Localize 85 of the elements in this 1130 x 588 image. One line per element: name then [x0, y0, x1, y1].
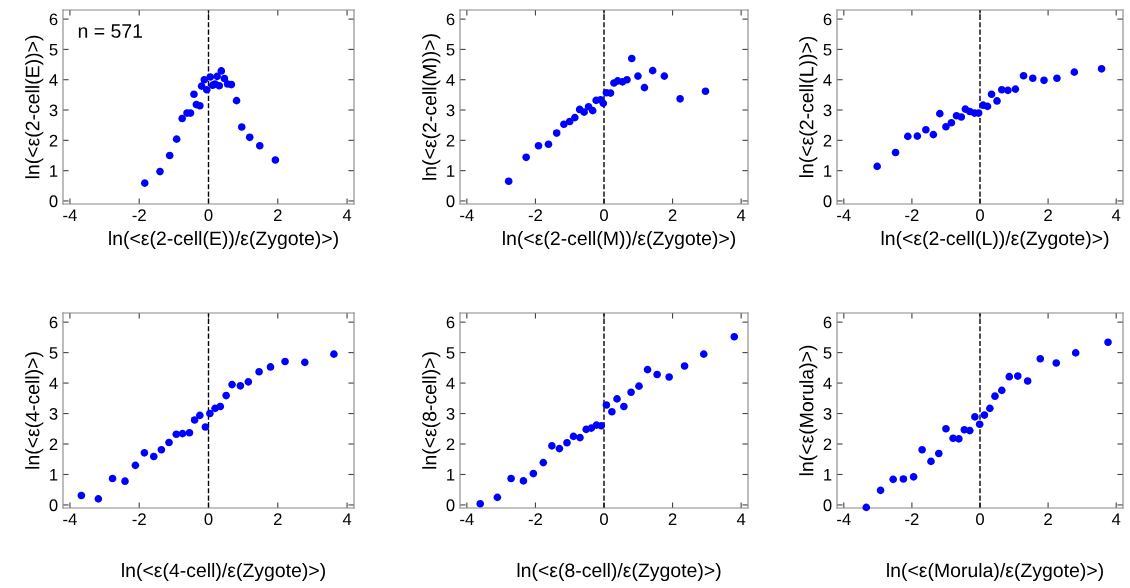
y-tick-label: 1 — [447, 165, 455, 177]
y-tick-label: 2 — [823, 438, 832, 451]
x-tick-label: 2 — [668, 209, 677, 221]
y-tick-label: 0 — [446, 195, 455, 208]
y-tick-label: 0 — [49, 195, 58, 208]
y-axis-title: ln(<ε(2-cell(M))>) — [422, 34, 441, 180]
x-axis-title: ln(<ε(8-cell)/ε(Zygote)>) — [517, 562, 721, 582]
x-axis-title: ln(<ε(2-cell(L))/ε(Zygote)>) — [881, 230, 1109, 250]
y-tick-label: 6 — [49, 13, 58, 26]
x-tick-label: 4 — [736, 513, 746, 525]
x-tick-label: 2 — [273, 513, 282, 525]
y-tick-label: 2 — [446, 134, 455, 147]
y-axis-title: ln(<ε(4-cell)>) — [25, 352, 44, 469]
y-tick-label: 2 — [823, 134, 832, 147]
y-tick-label: 5 — [446, 347, 455, 359]
x-axis-title: ln(<ε(2-cell(E))/ε(Zygote)>) — [109, 230, 338, 250]
y-tick-label: 4 — [446, 377, 455, 390]
y-tick-label: 6 — [49, 316, 58, 329]
y-tick-label: 3 — [823, 104, 832, 117]
y-tick-label: 2 — [49, 438, 58, 451]
y-tick-label: 1 — [50, 469, 58, 481]
x-tick-label: -4 — [63, 209, 77, 221]
y-tick-label: 4 — [49, 74, 58, 86]
x-tick-label: 4 — [342, 513, 352, 525]
x-tick-label: -4 — [460, 209, 474, 221]
y-tick-label: 0 — [823, 195, 832, 208]
x-tick-label: 4 — [1111, 513, 1121, 525]
x-tick-label: -2 — [528, 209, 542, 221]
y-tick-label: 1 — [824, 165, 832, 177]
x-axis-title: ln(<ε(2-cell(M))/ε(Zygote)>) — [503, 230, 736, 250]
y-tick-label: 4 — [446, 74, 455, 86]
x-tick-label: 4 — [736, 209, 746, 221]
y-tick-label: 1 — [50, 165, 58, 177]
x-tick-label: -4 — [837, 513, 851, 525]
x-tick-label: -4 — [460, 513, 474, 525]
y-tick-label: 5 — [823, 43, 832, 56]
x-tick-label: 0 — [204, 513, 213, 526]
y-tick-label: 0 — [446, 499, 455, 512]
x-tick-label: -4 — [837, 209, 851, 221]
y-tick-label: 3 — [49, 407, 58, 420]
y-tick-label: 3 — [823, 407, 832, 420]
y-tick-label: 1 — [447, 469, 455, 481]
x-tick-label: -2 — [905, 209, 919, 221]
y-tick-label: 3 — [446, 104, 455, 117]
x-tick-label: 4 — [342, 209, 352, 221]
x-axis-title: ln(<ε(4-cell)/ε(Zygote)>) — [122, 562, 325, 582]
y-tick-label: 5 — [446, 43, 455, 56]
y-tick-label: 5 — [823, 347, 832, 359]
y-axis-title: ln(<ε(2-cell(L))>) — [799, 36, 818, 178]
x-tick-label: -2 — [132, 209, 146, 221]
x-tick-label: 2 — [668, 513, 677, 525]
x-tick-label: 0 — [204, 209, 213, 222]
y-tick-label: 1 — [824, 469, 832, 481]
y-tick-label: 5 — [49, 347, 58, 359]
y-tick-label: 6 — [823, 316, 832, 329]
y-tick-label: 4 — [823, 74, 832, 86]
y-tick-label: 4 — [49, 377, 58, 390]
x-tick-label: 0 — [976, 209, 984, 222]
y-tick-label: 3 — [49, 104, 58, 117]
y-axis-title: ln(<ε(2-cell(E))>) — [25, 35, 44, 179]
y-tick-label: 6 — [446, 316, 455, 329]
x-tick-label: 2 — [273, 209, 282, 221]
x-tick-label: -2 — [132, 513, 146, 525]
y-axis-title: ln(<ε(Morula)>) — [799, 345, 818, 476]
y-tick-label: 2 — [446, 438, 455, 451]
x-tick-label: -2 — [528, 513, 542, 525]
y-tick-label: 5 — [49, 43, 58, 56]
y-tick-label: 6 — [823, 13, 832, 26]
y-tick-label: 6 — [446, 13, 455, 26]
x-tick-label: 2 — [1044, 209, 1052, 221]
x-tick-label: -4 — [63, 513, 77, 525]
y-tick-label: 0 — [49, 499, 58, 512]
y-axis-title: ln(<ε(8-cell)>) — [422, 352, 441, 469]
y-tick-label: 0 — [823, 499, 832, 512]
y-tick-label: 3 — [446, 407, 455, 420]
x-tick-label: 4 — [1111, 209, 1121, 221]
y-tick-label: 4 — [823, 377, 832, 390]
y-tick-label: 2 — [49, 134, 58, 147]
x-tick-label: -2 — [905, 513, 919, 525]
x-axis-title: ln(<ε(Morula)/ε(Zygote)>) — [887, 562, 1103, 582]
x-tick-label: 2 — [1044, 513, 1052, 525]
x-tick-label: 0 — [600, 513, 608, 526]
x-tick-label: 0 — [600, 209, 608, 222]
x-tick-label: 0 — [976, 513, 984, 526]
annotation: n = 571 — [78, 24, 143, 38]
